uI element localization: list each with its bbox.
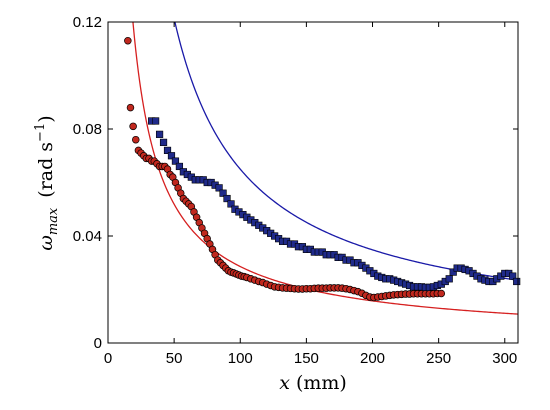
y-tick-label: 0.04 (73, 228, 102, 245)
y-tick-label: 0 (94, 335, 102, 352)
data-point (126, 103, 135, 112)
fit-curve-1 (174, 22, 518, 281)
data-point (132, 135, 140, 144)
x-tick-label: 50 (166, 350, 183, 367)
data-points (124, 36, 521, 302)
x-ticks: 0 50 100 150 200 250 300 (104, 22, 517, 367)
data-point (155, 130, 164, 138)
y-axis-label-var: ω (35, 235, 57, 251)
x-tick-label: 200 (360, 350, 385, 367)
data-point (449, 268, 457, 276)
data-point (219, 189, 227, 197)
data-point (167, 152, 176, 160)
y-ticks: 0 0.04 0.08 0.12 (73, 14, 518, 352)
data-point (509, 272, 517, 280)
x-axis-label-var: x (279, 372, 290, 394)
y-tick-label: 0.12 (73, 14, 102, 31)
x-tick-label: 0 (104, 350, 112, 367)
data-point (513, 277, 521, 286)
x-tick-label: 300 (492, 350, 517, 367)
x-tick-label: 150 (294, 350, 319, 367)
data-point (129, 122, 137, 131)
y-axis-label-close: ) (35, 115, 57, 122)
x-axis-label: x (mm) (279, 372, 347, 394)
y-axis-label-exp: −1 (33, 123, 48, 142)
plot-frame (107, 21, 519, 344)
x-tick-label: 250 (426, 350, 451, 367)
data-point (227, 200, 235, 208)
data-point (445, 275, 453, 283)
y-tick-label: 0.08 (73, 121, 102, 138)
data-point (175, 162, 184, 171)
x-axis-label-unit: (mm) (296, 372, 347, 394)
fit-curve-0 (132, 22, 518, 315)
data-point (159, 138, 168, 146)
data-point (437, 289, 446, 298)
data-point (215, 184, 223, 192)
y-axis-label-sub: max (46, 207, 61, 235)
data-point (171, 157, 180, 165)
x-tick-label: 100 (228, 350, 253, 367)
data-point (163, 146, 172, 155)
y-axis-label-unit: (rad s (35, 142, 57, 198)
data-point (223, 194, 231, 203)
y-axis-label: ωmax (rad s−1) (33, 115, 61, 250)
data-point (152, 117, 160, 125)
data-point (124, 36, 132, 45)
